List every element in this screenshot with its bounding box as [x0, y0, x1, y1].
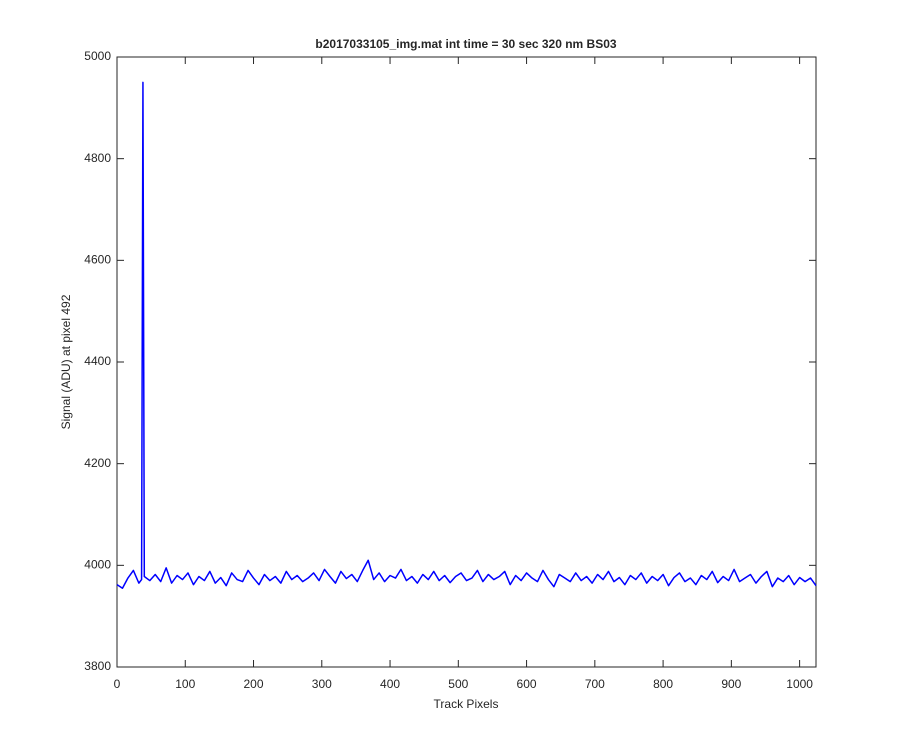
data-line: [116, 81, 817, 589]
axes-box: [116, 56, 817, 668]
x-tick-label: 500: [448, 677, 468, 691]
x-tick-label: 900: [721, 677, 741, 691]
y-tick-label: 3800: [84, 659, 111, 673]
x-tick-label: 400: [380, 677, 400, 691]
y-tick-label: 4200: [84, 456, 111, 470]
x-tick-label: 700: [585, 677, 605, 691]
x-tick-label: 100: [175, 677, 195, 691]
x-tick-label: 0: [114, 677, 121, 691]
x-tick-label: 600: [517, 677, 537, 691]
y-tick-label: 4600: [84, 253, 111, 267]
x-tick-label: 1000: [786, 677, 813, 691]
y-tick-label: 5000: [84, 49, 111, 63]
y-tick-label: 4800: [84, 151, 111, 165]
x-tick-label: 300: [312, 677, 332, 691]
y-tick-label: 4000: [84, 558, 111, 572]
y-axis-label: Signal (ADU) at pixel 492: [59, 294, 73, 429]
x-tick-label: 200: [244, 677, 264, 691]
chart-title: b2017033105_img.mat int time = 30 sec 32…: [315, 37, 616, 51]
y-tick-label: 4400: [84, 354, 111, 368]
x-axis-label: Track Pixels: [434, 697, 499, 711]
x-tick-label: 800: [653, 677, 673, 691]
